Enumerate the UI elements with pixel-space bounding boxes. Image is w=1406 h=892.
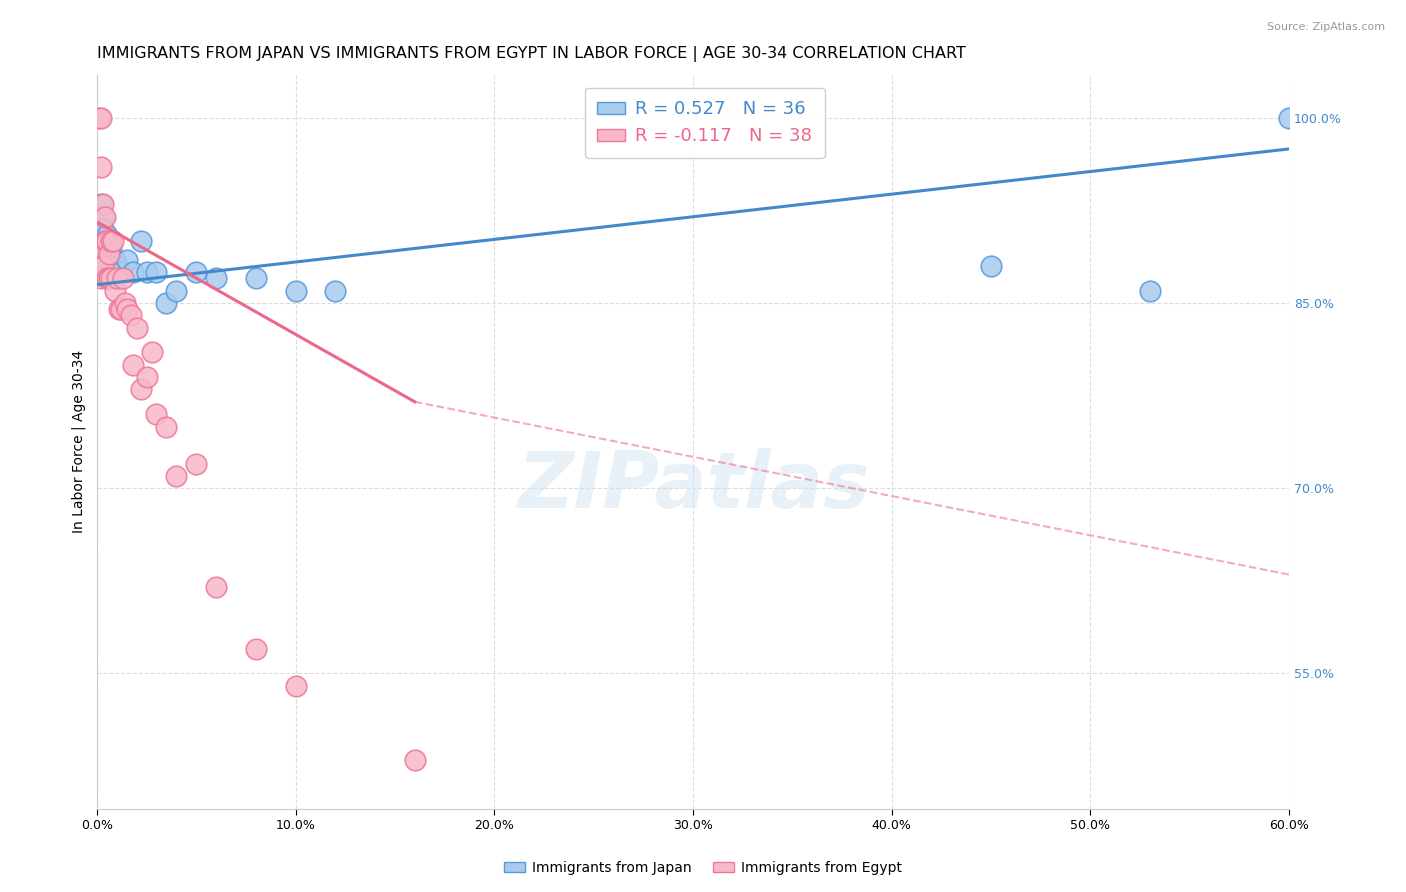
Point: [96, 259, 118, 273]
Point: [100, 271, 122, 285]
Point: [91, 197, 114, 211]
Point: [141, 345, 163, 359]
Point: [97, 247, 120, 261]
Point: [100, 241, 122, 255]
Point: [165, 284, 187, 298]
Point: [980, 259, 1002, 273]
Point: [91, 259, 114, 273]
Point: [91, 241, 114, 255]
Point: [165, 468, 187, 483]
Point: [90, 111, 112, 125]
Point: [186, 265, 208, 279]
Point: [94, 210, 117, 224]
Point: [205, 271, 228, 285]
Point: [94, 241, 117, 255]
Point: [90, 235, 112, 249]
Point: [121, 265, 143, 279]
Point: [110, 265, 132, 279]
Point: [115, 302, 138, 317]
Point: [87, 252, 110, 267]
Legend: Immigrants from Japan, Immigrants from Egypt: Immigrants from Japan, Immigrants from E…: [499, 855, 907, 880]
Point: [90, 271, 112, 285]
Point: [120, 309, 142, 323]
Point: [100, 265, 122, 279]
Point: [155, 419, 177, 434]
Point: [245, 641, 267, 656]
Point: [129, 235, 152, 249]
Point: [104, 284, 127, 298]
Text: Source: ZipAtlas.com: Source: ZipAtlas.com: [1267, 22, 1385, 32]
Point: [125, 321, 148, 335]
Point: [145, 407, 167, 421]
Text: IMMIGRANTS FROM JAPAN VS IMMIGRANTS FROM EGYPT IN LABOR FORCE | AGE 30-34 CORREL: IMMIGRANTS FROM JAPAN VS IMMIGRANTS FROM…: [97, 46, 966, 62]
Point: [100, 235, 122, 249]
Point: [1278, 111, 1301, 125]
Point: [101, 235, 124, 249]
Point: [97, 271, 120, 285]
Point: [404, 753, 426, 767]
Point: [96, 228, 118, 243]
Point: [323, 284, 346, 298]
Point: [94, 252, 117, 267]
Point: [105, 271, 128, 285]
Point: [87, 259, 110, 273]
Point: [91, 247, 114, 261]
Point: [96, 252, 118, 267]
Point: [87, 111, 110, 125]
Point: [155, 296, 177, 310]
Point: [205, 580, 228, 594]
Point: [97, 247, 120, 261]
Point: [91, 222, 114, 236]
Text: ZIPatlas: ZIPatlas: [517, 448, 869, 524]
Point: [101, 271, 124, 285]
Point: [284, 679, 307, 693]
Point: [186, 457, 208, 471]
Point: [90, 161, 112, 175]
Point: [91, 210, 114, 224]
Point: [1139, 284, 1161, 298]
Point: [115, 252, 138, 267]
Point: [284, 284, 307, 298]
Point: [111, 271, 134, 285]
Point: [91, 259, 114, 273]
Point: [105, 259, 128, 273]
Point: [96, 271, 118, 285]
Point: [90, 197, 112, 211]
Y-axis label: In Labor Force | Age 30-34: In Labor Force | Age 30-34: [72, 351, 86, 533]
Point: [94, 235, 117, 249]
Legend: R = 0.527   N = 36, R = -0.117   N = 38: R = 0.527 N = 36, R = -0.117 N = 38: [585, 87, 825, 158]
Point: [129, 383, 152, 397]
Point: [145, 265, 167, 279]
Point: [97, 252, 120, 267]
Point: [114, 296, 136, 310]
Point: [121, 358, 143, 372]
Point: [110, 302, 132, 317]
Point: [94, 265, 117, 279]
Point: [107, 302, 129, 317]
Point: [96, 235, 118, 249]
Point: [245, 271, 267, 285]
Point: [104, 252, 127, 267]
Point: [135, 370, 157, 384]
Point: [135, 265, 157, 279]
